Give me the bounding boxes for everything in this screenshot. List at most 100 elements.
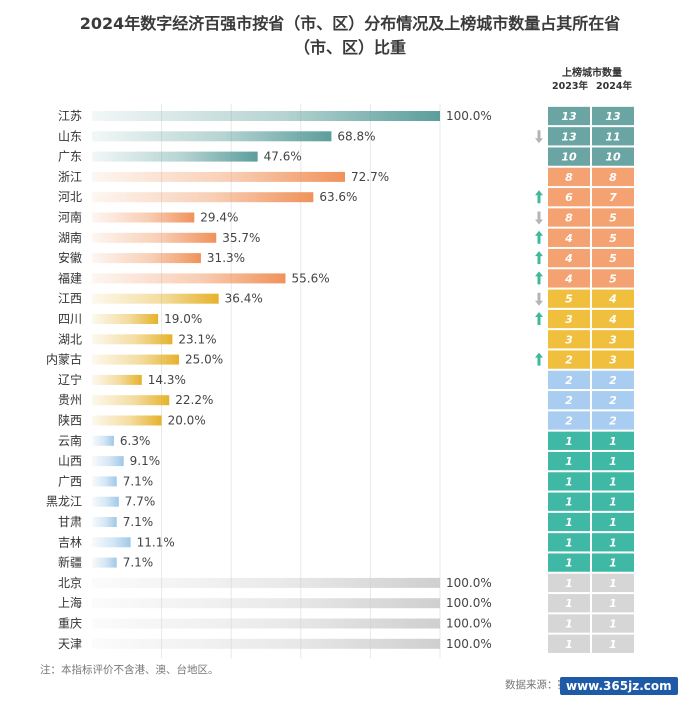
value-label: 100.0% — [446, 596, 492, 610]
trend-down-icon — [535, 292, 543, 306]
table-cell-value: 11 — [605, 130, 620, 143]
table-cell-value: 1 — [565, 597, 573, 610]
watermark: www.365jz.com — [560, 677, 678, 695]
table-cell-value: 1 — [609, 536, 617, 549]
table-cell — [548, 634, 590, 653]
trend-up-icon — [535, 271, 543, 285]
bar-上海 — [92, 598, 440, 609]
category-label: 天津 — [58, 637, 82, 651]
table-cell-value: 2 — [565, 415, 573, 428]
table-cell-value: 3 — [565, 333, 573, 346]
table-cell-value: 4 — [608, 293, 617, 306]
table-cell-value: 10 — [561, 151, 577, 164]
chart-title-line-1: 2024年数字经济百强市按省（市、区）分布情况及上榜城市数量占其所在省 — [79, 14, 621, 33]
category-label: 云南 — [58, 433, 82, 448]
table-cell — [592, 472, 634, 491]
bar-江苏 — [92, 111, 440, 121]
bar-内蒙古 — [92, 354, 179, 365]
category-label: 江苏 — [58, 109, 82, 123]
category-label: 江西 — [58, 292, 82, 306]
value-label: 22.2% — [175, 393, 213, 407]
category-label: 安徽 — [58, 250, 82, 265]
bar-甘肃 — [92, 517, 117, 527]
table-cell-value: 1 — [565, 618, 573, 631]
bar-广西 — [92, 476, 117, 487]
bar-湖南 — [92, 232, 217, 243]
table-cell — [548, 208, 590, 227]
bar-贵州 — [92, 395, 170, 406]
table-column-header: 2023年 — [552, 80, 588, 92]
chart-title: 2024年数字经济百强市按省（市、区）分布情况及上榜城市数量占其所在省 （市、区… — [0, 12, 700, 60]
value-label: 36.4% — [225, 292, 263, 306]
trend-up-icon — [535, 230, 543, 244]
table-cell-value: 1 — [609, 577, 617, 590]
table-cell-value: 5 — [609, 212, 617, 225]
table-cell — [548, 512, 590, 532]
table-cell — [592, 289, 634, 308]
table-cell — [548, 451, 590, 471]
chart-title-line-2: （市、区）比重 — [293, 38, 406, 57]
table-cell — [548, 614, 590, 633]
value-label: 7.7% — [125, 495, 155, 509]
table-cell-value: 1 — [609, 496, 617, 509]
bar-广东 — [92, 151, 258, 162]
value-label: 100.0% — [446, 576, 492, 590]
value-label: 20.0% — [168, 414, 206, 428]
value-label: 7.1% — [123, 515, 154, 529]
table-cell — [592, 533, 634, 552]
table-cell — [548, 492, 590, 511]
grid-lines — [161, 104, 441, 659]
table-cell — [592, 269, 634, 288]
table-header: 上榜城市数量 — [562, 66, 622, 79]
table-cell-value: 1 — [609, 455, 617, 468]
trend-up-icon — [535, 251, 543, 265]
table-cell — [548, 370, 590, 390]
table-cell — [548, 248, 590, 268]
bar-福建 — [92, 273, 286, 284]
table-cell — [592, 370, 634, 390]
table-cell — [548, 573, 590, 593]
table-cell-value: 1 — [565, 577, 573, 590]
value-label: 11.1% — [137, 535, 175, 549]
table-cell — [592, 309, 634, 329]
category-label: 广东 — [58, 150, 82, 164]
table-cell-value: 1 — [565, 496, 573, 509]
category-label: 浙江 — [58, 170, 82, 184]
table-cell — [548, 553, 590, 572]
table-cell — [592, 188, 634, 207]
bar-浙江 — [92, 171, 345, 182]
table-cell — [592, 350, 634, 369]
bar-黑龙江 — [92, 496, 119, 507]
table-cell — [548, 127, 590, 146]
table-cell — [592, 594, 634, 613]
bar-山东 — [92, 131, 332, 142]
table-cell-value: 2 — [565, 354, 573, 367]
category-label: 上海 — [58, 595, 82, 610]
table-cell-value: 1 — [609, 597, 617, 610]
value-label: 68.8% — [337, 129, 375, 143]
table-cell-value: 5 — [565, 293, 573, 306]
table-cell-value: 1 — [565, 475, 573, 488]
table-cell-value: 1 — [609, 557, 617, 570]
category-label: 四川 — [58, 312, 82, 326]
footnote: 注：本指标评价不含港、澳、台地区。 — [40, 664, 219, 676]
bar-江西 — [92, 293, 219, 304]
category-label: 北京 — [58, 576, 82, 590]
bars — [92, 111, 440, 649]
table-cell — [548, 106, 590, 126]
table-cell-value: 1 — [565, 638, 573, 651]
value-label: 7.1% — [123, 474, 154, 488]
trend-up-icon — [535, 352, 543, 366]
table-cell-value: 2 — [609, 394, 617, 407]
table-cell-value: 6 — [565, 191, 573, 204]
trend-up-icon — [535, 312, 543, 325]
value-label: 55.6% — [291, 271, 329, 285]
table-cell — [548, 431, 590, 450]
table-cell — [592, 512, 634, 532]
value-label: 72.7% — [351, 170, 389, 184]
table-cell — [548, 188, 590, 207]
table-cell-value: 5 — [609, 252, 617, 265]
table-cell — [548, 228, 590, 247]
value-label: 6.3% — [120, 434, 151, 448]
category-label: 贵州 — [58, 393, 82, 407]
